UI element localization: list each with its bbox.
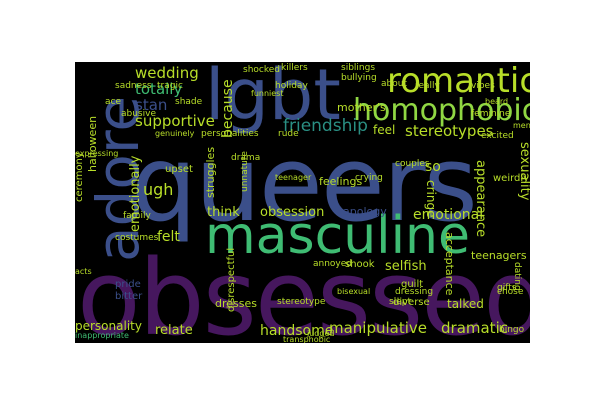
word-struggles: struggles — [204, 146, 217, 198]
word-chose: chose — [497, 287, 524, 297]
word-selfish: selfish — [385, 259, 427, 274]
word-friendship: friendship — [283, 116, 368, 136]
word-relate: relate — [155, 323, 193, 338]
word-costumes: costumes — [115, 233, 159, 243]
word-excited: excited — [481, 131, 514, 141]
word-siblings: siblings — [341, 63, 376, 73]
word-stereotypes: stereotypes — [405, 122, 494, 140]
word-queers: queers — [131, 123, 478, 245]
word-drama: drama — [231, 153, 261, 163]
word-abusive: abusive — [121, 109, 156, 119]
word-felt: felt — [157, 229, 180, 245]
word-guilt: guilt — [401, 279, 424, 290]
word-inappropriate: inappropriate — [75, 331, 129, 340]
word-cringe: cringe — [424, 180, 438, 218]
word-dating: dating — [512, 262, 522, 291]
word-unnature: unnature — [240, 151, 250, 192]
word-cloud: obsessed queers masculine adore lgbt rom… — [75, 62, 530, 343]
word-genuinely: genuinely — [155, 129, 195, 138]
word-judged: judged — [307, 329, 335, 338]
word-lgbt: lgbt — [205, 62, 341, 136]
word-crying: crying — [355, 173, 383, 183]
word-supportive: supportive — [135, 112, 215, 130]
word-mens: men's — [513, 121, 530, 130]
word-gifts: gifts — [497, 283, 517, 293]
word-bullying: bullying — [341, 73, 377, 83]
word-feminine: feminine — [471, 109, 511, 119]
word-bitter: bitter — [115, 291, 143, 302]
word-slept: slept — [389, 297, 411, 307]
word-family: family — [123, 211, 151, 221]
word-talked: talked — [447, 297, 484, 311]
word-teenagers: teenagers — [471, 249, 527, 262]
word-so: so — [425, 159, 441, 175]
word-obsession: obsession — [260, 205, 325, 220]
word-halloween: halloween — [86, 115, 99, 172]
word-vibes: vibes — [471, 81, 495, 91]
word-really: really — [415, 81, 440, 91]
word-holiday: holiday — [275, 81, 308, 91]
word-dresses: dresses — [215, 297, 257, 310]
word-transphobic: transphobic — [283, 335, 331, 344]
word-acceptance: acceptance — [443, 232, 456, 296]
word-sadness: sadness — [115, 81, 152, 91]
word-pride: pride — [115, 279, 141, 290]
word-dramatic: dramatic — [441, 319, 508, 337]
word-bingo: bingo — [499, 325, 525, 335]
word-funniest: funniest — [251, 89, 284, 98]
word-teenager: teenager — [275, 173, 312, 182]
word-homophobic: homophobic — [353, 93, 530, 128]
word-mothers: mother's — [337, 101, 386, 114]
word-beard: beard — [485, 97, 509, 106]
word-weirdly: weirdly — [493, 173, 530, 184]
word-feelings: feelings — [319, 175, 363, 188]
word-ceremony: ceremony — [75, 152, 85, 202]
word-expressing: expressing — [75, 149, 119, 158]
word-feel: feel — [373, 123, 396, 137]
word-think: think — [207, 205, 240, 220]
word-diverse: diverse — [393, 297, 430, 308]
word-shocked: shocked — [243, 65, 280, 75]
word-tragic: tragic — [157, 81, 183, 91]
word-upset: upset — [165, 164, 193, 175]
word-emotional: emotional — [413, 207, 484, 223]
word-personality: personality — [75, 319, 142, 333]
word-dressing: dressing — [395, 287, 434, 297]
word-sexuality: sexuality — [517, 142, 530, 201]
word-handsome: handsome — [260, 323, 334, 339]
word-ace: ace — [105, 97, 122, 107]
word-emotionally: emotionally — [128, 155, 143, 232]
word-obsessed: obsessed — [77, 237, 530, 343]
word-rude: rude — [278, 129, 299, 139]
word-appearance: appearance — [473, 160, 488, 238]
word-shook: shook — [345, 259, 375, 270]
word-personalities: personalities — [201, 129, 259, 139]
word-couples: couples — [395, 159, 430, 169]
word-bisexual: bisexual — [337, 287, 371, 296]
word-romantic: romantic — [387, 62, 530, 101]
word-wedding: wedding — [135, 64, 199, 82]
word-about: about — [381, 79, 407, 89]
word-stereotype: stereotype — [277, 297, 326, 307]
word-acts: acts — [75, 267, 92, 276]
word-because: because — [220, 79, 236, 138]
word-apology: apology — [343, 205, 387, 218]
word-manipulative: manipulative — [329, 319, 428, 337]
word-annoyed: annoyed — [313, 259, 353, 269]
word-masculine: masculine — [205, 206, 471, 266]
word-stan: stan — [135, 96, 168, 114]
word-ugh: ugh — [143, 180, 174, 199]
word-totally: totally — [135, 80, 183, 98]
word-killers: killers — [281, 63, 308, 73]
word-disrespectful: disrespectful — [226, 247, 237, 312]
word-shade: shade — [175, 97, 203, 107]
